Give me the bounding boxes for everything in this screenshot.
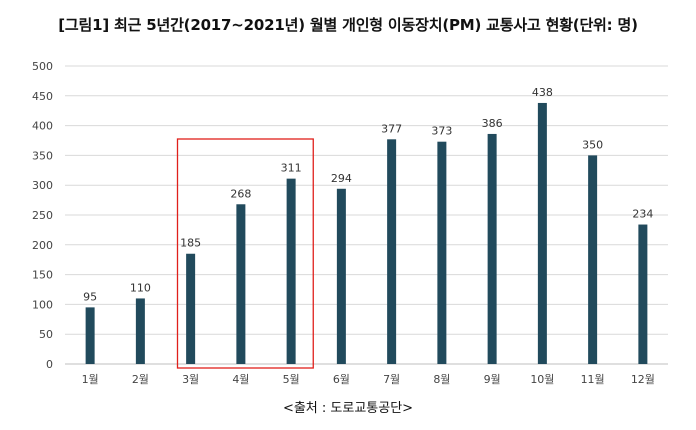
x-tick-label: 7월 [383,373,400,386]
data-label: 311 [281,162,302,175]
x-tick-label: 10월 [530,373,554,386]
x-tick-label: 8월 [433,373,450,386]
y-tick-label: 500 [32,60,53,73]
x-tick-label: 11월 [581,373,605,386]
data-label: 373 [431,125,452,138]
data-label: 438 [532,86,553,99]
x-tick-label: 12월 [631,373,655,386]
y-tick-label: 50 [39,328,53,341]
bar [387,139,397,364]
data-label: 234 [632,208,653,221]
x-tick-label: 5월 [283,373,300,386]
data-label: 185 [180,237,201,250]
highlight-box [176,138,314,369]
bar [437,141,447,364]
data-label: 294 [331,172,352,185]
y-tick-label: 0 [46,358,53,371]
bar [487,133,497,364]
bar [336,188,346,364]
x-tick-label: 3월 [182,373,199,386]
data-label: 377 [381,122,402,135]
y-tick-label: 100 [32,298,53,311]
chart-title: [그림1] 최근 5년간(2017~2021년) 월별 개인형 이동장치(PM)… [58,16,638,34]
y-tick-label: 250 [32,209,53,222]
bar [638,224,648,364]
bar [588,155,598,364]
bar [236,204,246,364]
data-label: 268 [230,187,251,200]
bar [135,298,145,364]
data-label: 350 [582,138,603,151]
bar [186,253,196,364]
bar [85,307,95,364]
source-note: <출처 : 도로교통공단> [282,401,414,416]
x-tick-label: 6월 [333,373,350,386]
bar [537,102,547,365]
data-label: 110 [130,281,151,294]
x-tick-label: 4월 [232,373,249,386]
y-tick-label: 350 [32,149,53,162]
data-label: 386 [482,117,503,130]
x-tick-label: 9월 [484,373,501,386]
bar [286,178,296,364]
y-tick-label: 400 [32,120,53,133]
y-tick-label: 150 [32,269,53,282]
data-label: 95 [83,290,97,303]
y-tick-label: 300 [32,179,53,192]
y-tick-label: 200 [32,239,53,252]
x-tick-label: 2월 [132,373,149,386]
x-tick-label: 1월 [82,373,99,386]
y-tick-label: 450 [32,90,53,103]
